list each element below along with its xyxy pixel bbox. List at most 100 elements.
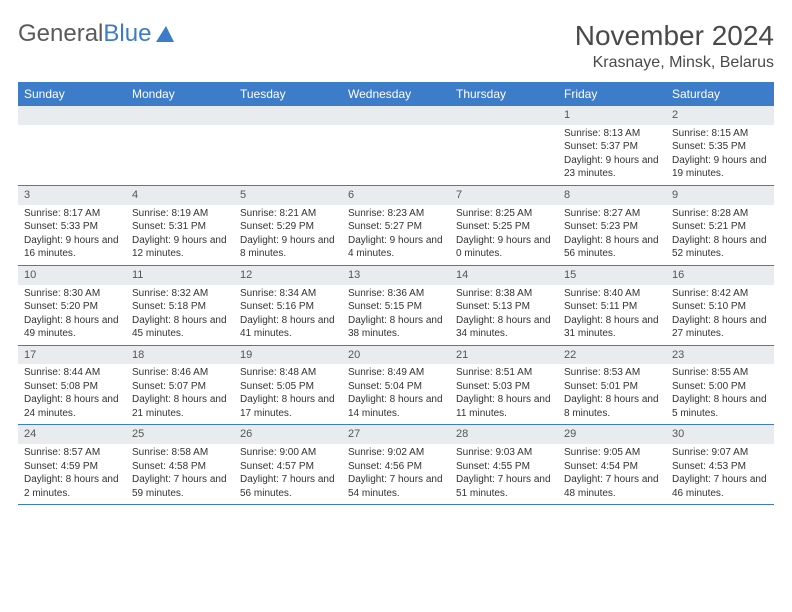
sunset-line: Sunset: 5:07 PM: [132, 380, 228, 394]
weekday-header: Wednesday: [342, 82, 450, 106]
daylight-line: Daylight: 9 hours and 8 minutes.: [240, 234, 336, 261]
day-number: 29: [558, 425, 666, 444]
sunset-line: Sunset: 5:35 PM: [672, 140, 768, 154]
sunrise-line: Sunrise: 8:40 AM: [564, 287, 660, 301]
day-number: 11: [126, 266, 234, 285]
empty-cell: [342, 106, 450, 185]
sunset-line: Sunset: 5:31 PM: [132, 220, 228, 234]
daylight-line: Daylight: 8 hours and 21 minutes.: [132, 393, 228, 420]
day-cell: 25Sunrise: 8:58 AMSunset: 4:58 PMDayligh…: [126, 425, 234, 504]
day-number: 16: [666, 266, 774, 285]
day-number: 8: [558, 186, 666, 205]
sunrise-line: Sunrise: 8:38 AM: [456, 287, 552, 301]
daylight-line: Daylight: 9 hours and 4 minutes.: [348, 234, 444, 261]
day-body: Sunrise: 8:53 AMSunset: 5:01 PMDaylight:…: [558, 364, 666, 424]
sunrise-line: Sunrise: 8:13 AM: [564, 127, 660, 141]
day-body: Sunrise: 8:40 AMSunset: 5:11 PMDaylight:…: [558, 285, 666, 345]
sunrise-line: Sunrise: 8:21 AM: [240, 207, 336, 221]
day-body: Sunrise: 8:34 AMSunset: 5:16 PMDaylight:…: [234, 285, 342, 345]
day-cell: 3Sunrise: 8:17 AMSunset: 5:33 PMDaylight…: [18, 186, 126, 265]
day-cell: 2Sunrise: 8:15 AMSunset: 5:35 PMDaylight…: [666, 106, 774, 185]
day-body: Sunrise: 8:57 AMSunset: 4:59 PMDaylight:…: [18, 444, 126, 504]
daylight-line: Daylight: 8 hours and 49 minutes.: [24, 314, 120, 341]
day-body: Sunrise: 8:51 AMSunset: 5:03 PMDaylight:…: [450, 364, 558, 424]
day-body: Sunrise: 9:05 AMSunset: 4:54 PMDaylight:…: [558, 444, 666, 504]
day-number: 19: [234, 346, 342, 365]
day-body: Sunrise: 8:55 AMSunset: 5:00 PMDaylight:…: [666, 364, 774, 424]
sunrise-line: Sunrise: 8:49 AM: [348, 366, 444, 380]
daylight-line: Daylight: 8 hours and 41 minutes.: [240, 314, 336, 341]
day-number: 5: [234, 186, 342, 205]
daylight-line: Daylight: 8 hours and 52 minutes.: [672, 234, 768, 261]
day-number: 13: [342, 266, 450, 285]
sunrise-line: Sunrise: 8:36 AM: [348, 287, 444, 301]
sunset-line: Sunset: 5:03 PM: [456, 380, 552, 394]
sunset-line: Sunset: 5:01 PM: [564, 380, 660, 394]
day-number: 22: [558, 346, 666, 365]
day-cell: 29Sunrise: 9:05 AMSunset: 4:54 PMDayligh…: [558, 425, 666, 504]
day-body: Sunrise: 8:46 AMSunset: 5:07 PMDaylight:…: [126, 364, 234, 424]
day-body: Sunrise: 8:13 AMSunset: 5:37 PMDaylight:…: [558, 125, 666, 185]
weekday-header: Saturday: [666, 82, 774, 106]
sunrise-line: Sunrise: 8:28 AM: [672, 207, 768, 221]
sunset-line: Sunset: 5:04 PM: [348, 380, 444, 394]
empty-cell: [18, 106, 126, 185]
sunset-line: Sunset: 5:33 PM: [24, 220, 120, 234]
empty-daynum-bar: [18, 106, 126, 125]
day-cell: 9Sunrise: 8:28 AMSunset: 5:21 PMDaylight…: [666, 186, 774, 265]
day-number: 15: [558, 266, 666, 285]
sunrise-line: Sunrise: 9:07 AM: [672, 446, 768, 460]
weekday-header: Tuesday: [234, 82, 342, 106]
month-title: November 2024: [575, 20, 774, 52]
day-cell: 28Sunrise: 9:03 AMSunset: 4:55 PMDayligh…: [450, 425, 558, 504]
location-text: Krasnaye, Minsk, Belarus: [575, 54, 774, 72]
sunset-line: Sunset: 5:05 PM: [240, 380, 336, 394]
sunset-line: Sunset: 5:20 PM: [24, 300, 120, 314]
day-cell: 14Sunrise: 8:38 AMSunset: 5:13 PMDayligh…: [450, 266, 558, 345]
day-body: Sunrise: 8:19 AMSunset: 5:31 PMDaylight:…: [126, 205, 234, 265]
day-number: 20: [342, 346, 450, 365]
day-cell: 26Sunrise: 9:00 AMSunset: 4:57 PMDayligh…: [234, 425, 342, 504]
sunset-line: Sunset: 5:29 PM: [240, 220, 336, 234]
day-cell: 10Sunrise: 8:30 AMSunset: 5:20 PMDayligh…: [18, 266, 126, 345]
brand-part1: General: [18, 20, 103, 48]
sunset-line: Sunset: 5:18 PM: [132, 300, 228, 314]
day-cell: 24Sunrise: 8:57 AMSunset: 4:59 PMDayligh…: [18, 425, 126, 504]
brand-logo: GeneralBlue: [18, 20, 176, 48]
day-cell: 6Sunrise: 8:23 AMSunset: 5:27 PMDaylight…: [342, 186, 450, 265]
day-number: 1: [558, 106, 666, 125]
calendar-body: 1Sunrise: 8:13 AMSunset: 5:37 PMDaylight…: [18, 106, 774, 505]
day-body: Sunrise: 8:30 AMSunset: 5:20 PMDaylight:…: [18, 285, 126, 345]
sunrise-line: Sunrise: 8:53 AM: [564, 366, 660, 380]
day-number: 6: [342, 186, 450, 205]
day-body: Sunrise: 9:02 AMSunset: 4:56 PMDaylight:…: [342, 444, 450, 504]
day-number: 10: [18, 266, 126, 285]
daylight-line: Daylight: 8 hours and 45 minutes.: [132, 314, 228, 341]
sunrise-line: Sunrise: 8:27 AM: [564, 207, 660, 221]
day-body: Sunrise: 8:49 AMSunset: 5:04 PMDaylight:…: [342, 364, 450, 424]
sunset-line: Sunset: 5:15 PM: [348, 300, 444, 314]
day-number: 28: [450, 425, 558, 444]
sunrise-line: Sunrise: 9:05 AM: [564, 446, 660, 460]
daylight-line: Daylight: 8 hours and 8 minutes.: [564, 393, 660, 420]
empty-daynum-bar: [126, 106, 234, 125]
sunset-line: Sunset: 5:23 PM: [564, 220, 660, 234]
sunrise-line: Sunrise: 8:44 AM: [24, 366, 120, 380]
day-number: 26: [234, 425, 342, 444]
sunset-line: Sunset: 5:13 PM: [456, 300, 552, 314]
day-body: Sunrise: 8:36 AMSunset: 5:15 PMDaylight:…: [342, 285, 450, 345]
sunrise-line: Sunrise: 8:46 AM: [132, 366, 228, 380]
day-number: 21: [450, 346, 558, 365]
week-row: 17Sunrise: 8:44 AMSunset: 5:08 PMDayligh…: [18, 346, 774, 426]
day-cell: 30Sunrise: 9:07 AMSunset: 4:53 PMDayligh…: [666, 425, 774, 504]
calendar-page: GeneralBlue November 2024 Krasnaye, Mins…: [0, 0, 792, 515]
weekday-header: Sunday: [18, 82, 126, 106]
day-cell: 11Sunrise: 8:32 AMSunset: 5:18 PMDayligh…: [126, 266, 234, 345]
day-body: Sunrise: 8:38 AMSunset: 5:13 PMDaylight:…: [450, 285, 558, 345]
day-cell: 21Sunrise: 8:51 AMSunset: 5:03 PMDayligh…: [450, 346, 558, 425]
day-number: 2: [666, 106, 774, 125]
sunrise-line: Sunrise: 8:34 AM: [240, 287, 336, 301]
day-cell: 13Sunrise: 8:36 AMSunset: 5:15 PMDayligh…: [342, 266, 450, 345]
sunset-line: Sunset: 5:16 PM: [240, 300, 336, 314]
day-cell: 23Sunrise: 8:55 AMSunset: 5:00 PMDayligh…: [666, 346, 774, 425]
